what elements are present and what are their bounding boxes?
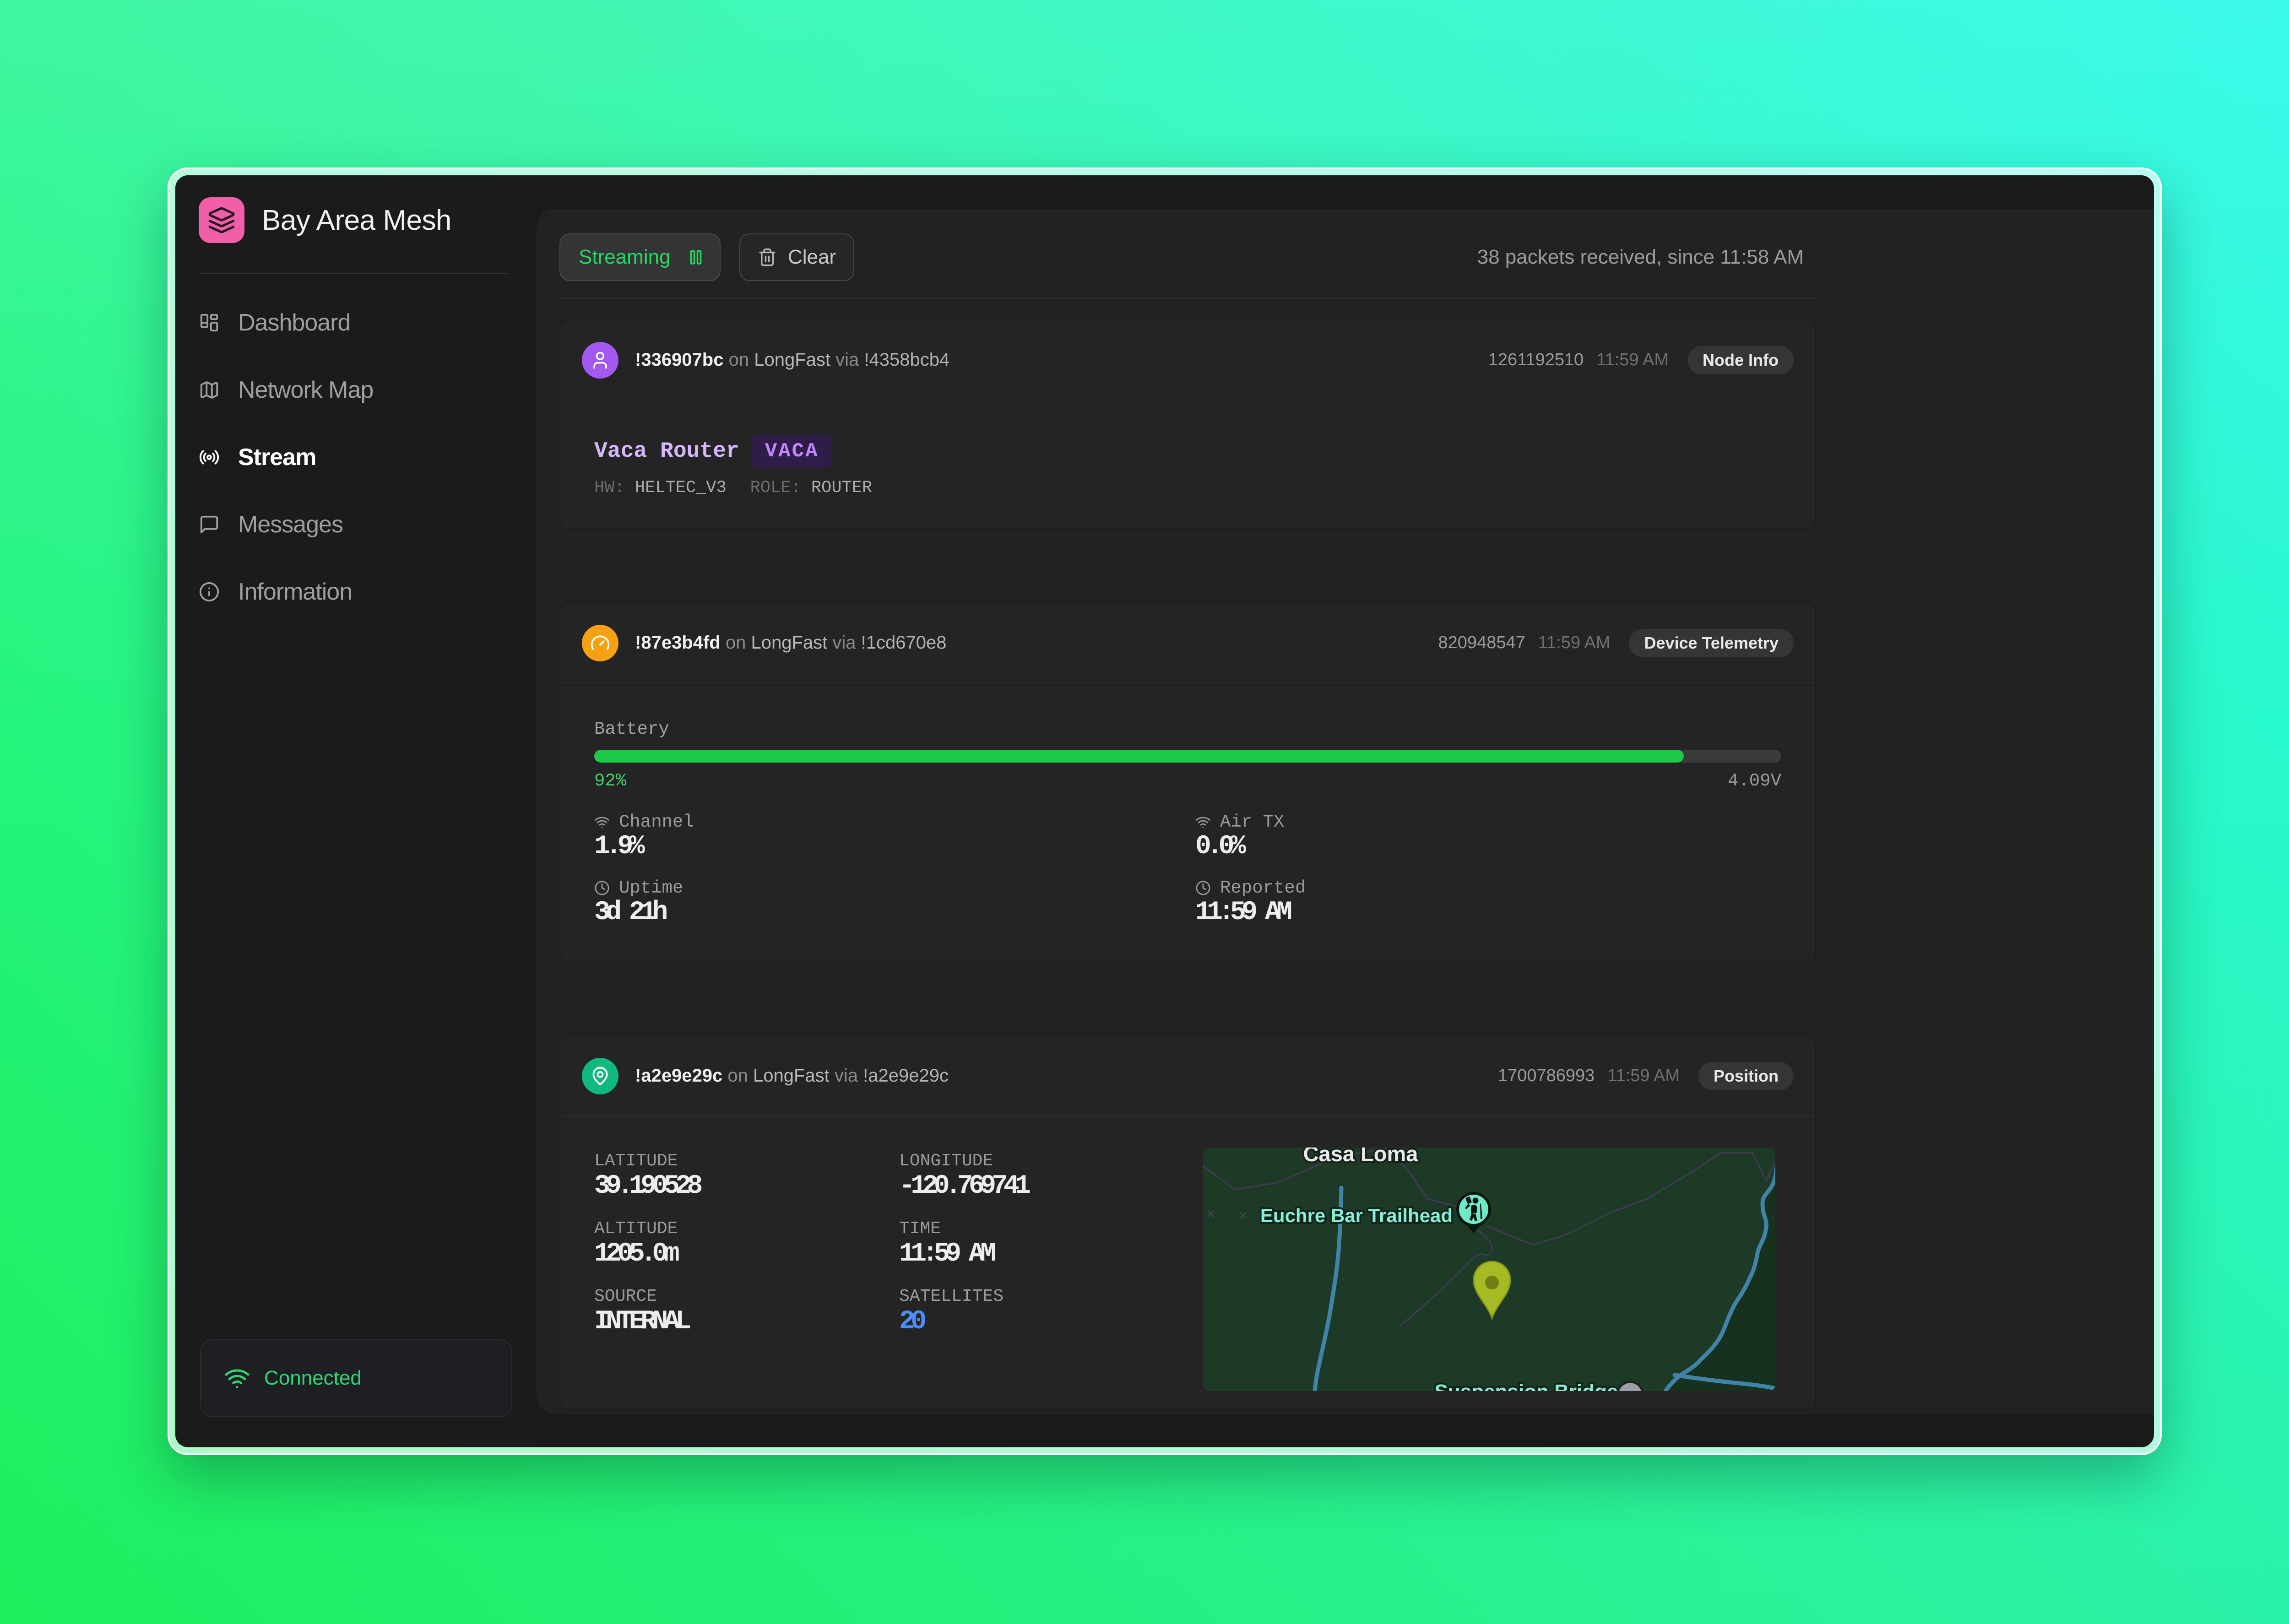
svg-text:Casa Loma: Casa Loma [1303, 1148, 1419, 1166]
svg-text:Euchre Bar Trailhead: Euchre Bar Trailhead [1260, 1205, 1453, 1226]
svg-text:Suspension Bridge: Suspension Bridge [1435, 1380, 1618, 1391]
